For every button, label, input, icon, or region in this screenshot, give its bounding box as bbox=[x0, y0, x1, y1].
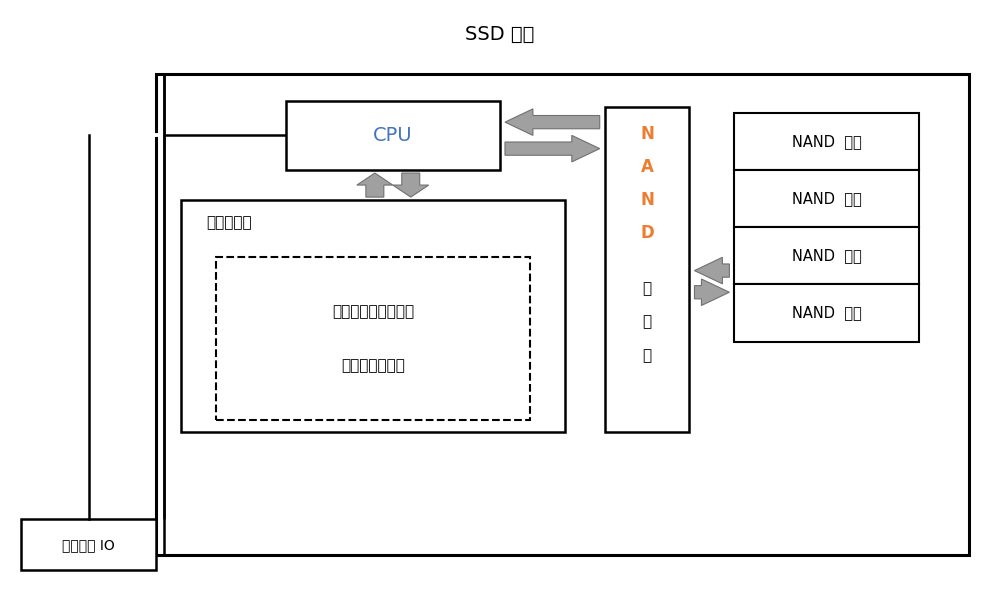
Polygon shape bbox=[357, 173, 393, 197]
Text: 使能控制 IO: 使能控制 IO bbox=[62, 538, 115, 552]
Text: 控制方法的程序: 控制方法的程序 bbox=[341, 358, 405, 373]
Text: NAND  闪存: NAND 闪存 bbox=[792, 306, 861, 321]
Bar bbox=[181, 200, 565, 432]
Polygon shape bbox=[694, 279, 729, 306]
Bar bbox=[286, 101, 500, 170]
Text: 用于执行根据本发明: 用于执行根据本发明 bbox=[332, 304, 414, 319]
Bar bbox=[21, 519, 156, 571]
Bar bbox=[734, 113, 919, 170]
Text: N: N bbox=[640, 191, 654, 209]
Text: 制: 制 bbox=[643, 315, 652, 330]
Polygon shape bbox=[505, 136, 600, 162]
Text: SSD 装置: SSD 装置 bbox=[465, 25, 535, 44]
Polygon shape bbox=[694, 257, 729, 284]
Polygon shape bbox=[505, 109, 600, 136]
Text: 单: 单 bbox=[643, 348, 652, 362]
Bar bbox=[734, 170, 919, 227]
Bar bbox=[734, 284, 919, 342]
Text: A: A bbox=[641, 158, 654, 176]
Text: 控: 控 bbox=[643, 281, 652, 296]
Text: NAND  闪存: NAND 闪存 bbox=[792, 191, 861, 206]
Bar bbox=[156, 74, 969, 555]
Text: NAND  闪存: NAND 闪存 bbox=[792, 134, 861, 149]
Bar bbox=[216, 257, 530, 420]
Text: N: N bbox=[640, 125, 654, 143]
Bar bbox=[734, 227, 919, 284]
Text: NAND  闪存: NAND 闪存 bbox=[792, 248, 861, 263]
Text: D: D bbox=[640, 224, 654, 242]
Polygon shape bbox=[393, 173, 429, 197]
Text: 指令存储器: 指令存储器 bbox=[206, 215, 251, 230]
Bar bbox=[605, 106, 689, 432]
Text: CPU: CPU bbox=[373, 126, 413, 145]
